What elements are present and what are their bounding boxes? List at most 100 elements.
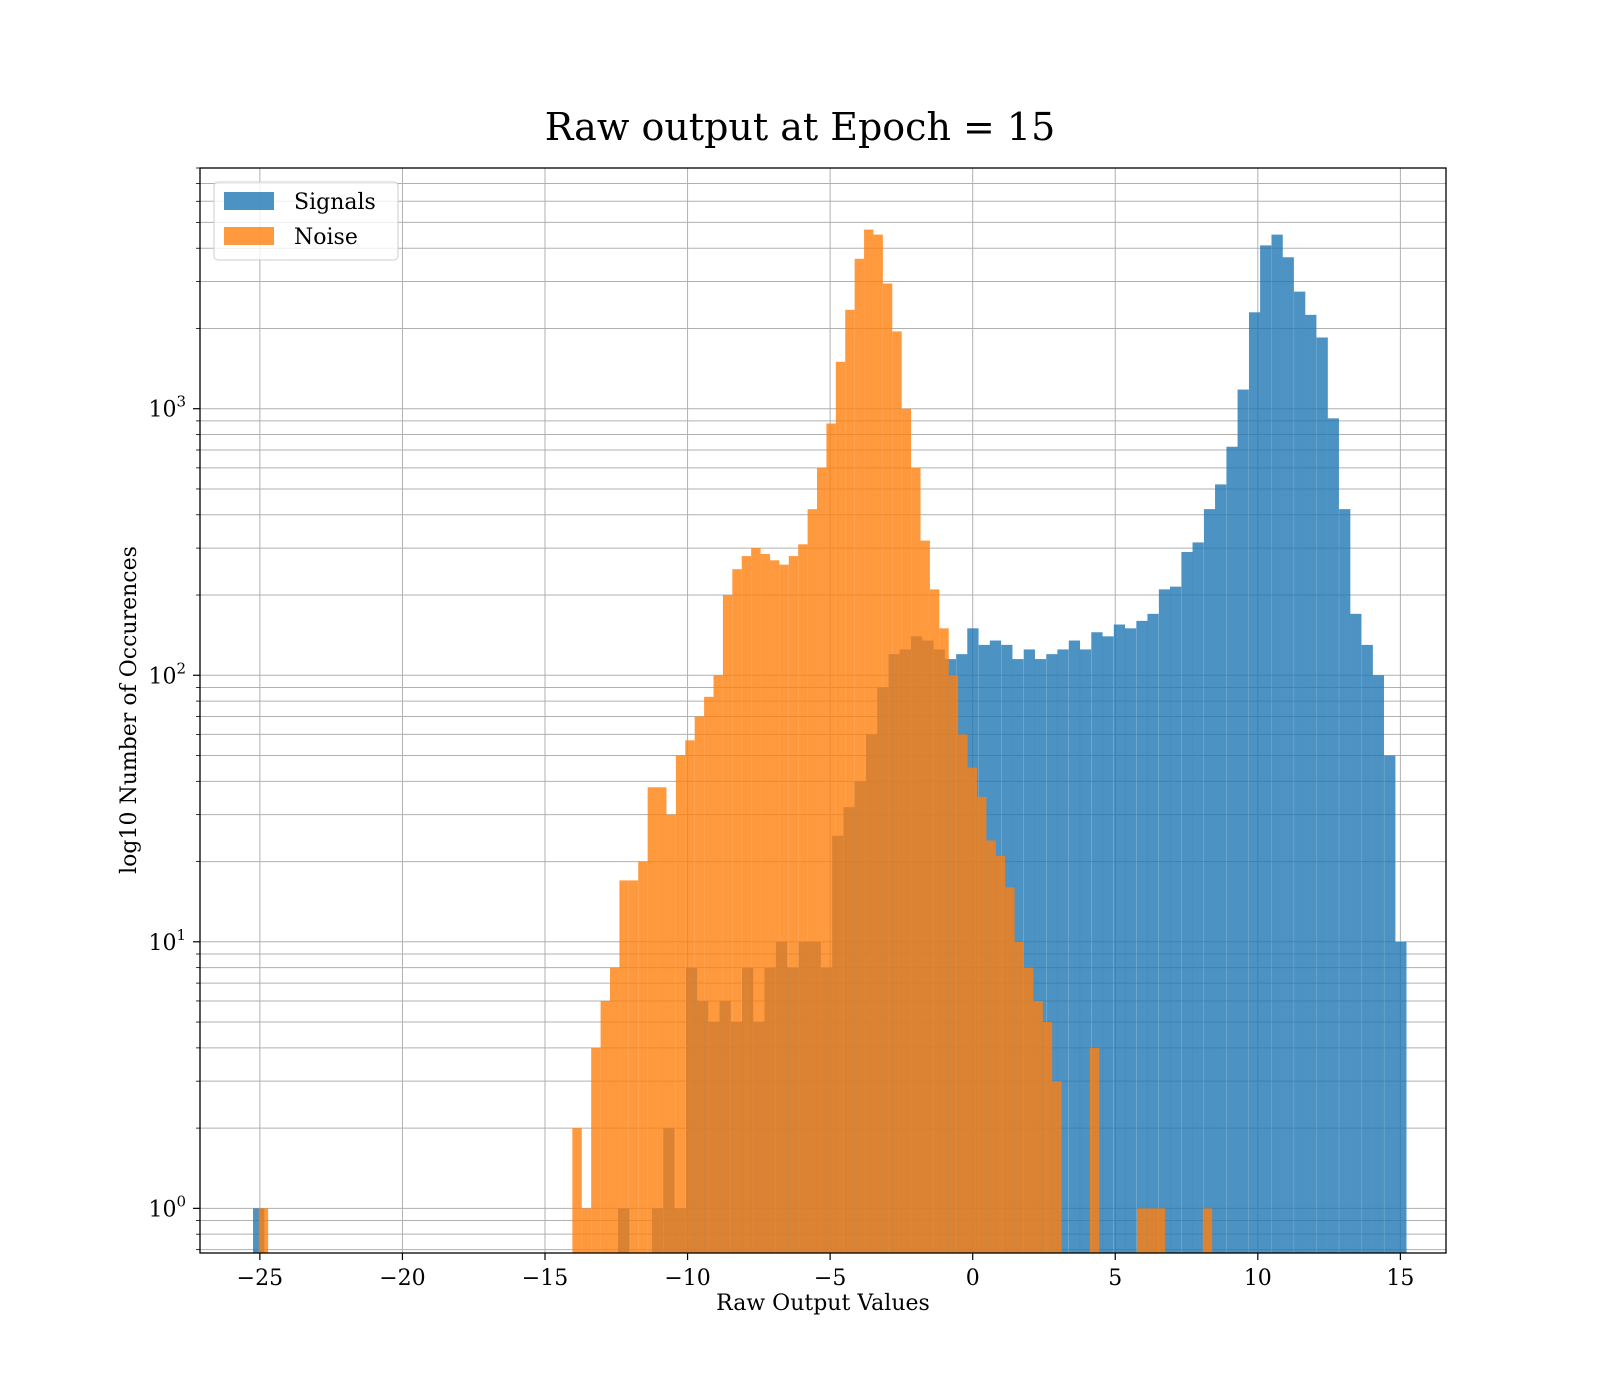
plot-area-frame [199,167,1447,1254]
bar-noise [1005,887,1015,1253]
bar-signals [1395,941,1407,1253]
bar-noise [258,1208,269,1253]
bar-noise [1014,941,1025,1253]
bar-noise [958,734,968,1253]
bar-noise [986,840,996,1253]
bar-signals [1282,257,1294,1253]
bar-signals [1226,446,1238,1253]
bar-noise [854,258,865,1253]
bar-signals [253,1208,265,1253]
y-tick-label: 102 [148,659,186,689]
bar-noise [845,309,855,1254]
series-noise [258,229,1213,1254]
bar-noise [657,787,667,1253]
bar-noise [967,767,977,1253]
bar-noise [864,229,874,1253]
bar-noise [610,967,620,1253]
bar-noise [901,408,912,1253]
y-tick-label: 100 [148,1192,186,1222]
bar-noise [939,628,949,1253]
bar-signals [1136,620,1148,1253]
bar-noise [779,564,789,1253]
y-tick-label: 103 [148,393,186,423]
bar-noise [751,548,761,1253]
bar-signals [1068,640,1081,1253]
bar-noise [995,855,1006,1253]
x-tick-label: −10 [664,1266,710,1291]
bar-noise [713,675,723,1253]
legend-label-noise: Noise [294,225,358,250]
bar-noise [882,283,893,1253]
bar-signals [1203,509,1216,1253]
bar-noise [1155,1208,1166,1253]
bar-noise [807,509,818,1253]
x-axis-label: Raw Output Values [716,1291,930,1316]
bar-noise [619,880,629,1253]
bar-noise [920,540,930,1253]
bar-noise [591,1047,601,1253]
bar-signals [1294,291,1306,1253]
bar-noise [1136,1208,1147,1253]
bar-noise [760,554,770,1253]
y-axis-ticks: 100 101 102 103 [148,167,200,1251]
bar-signals [1384,755,1396,1253]
legend-label-signals: Signals [294,190,376,215]
bar-noise [628,880,639,1253]
bar-noise [741,556,752,1253]
bar-noise [826,423,836,1253]
bar-noise [892,331,902,1253]
x-tick-label: 10 [1244,1266,1272,1291]
legend: Signals Noise [213,181,399,261]
bar-signals [1079,649,1092,1253]
bar-signals [1372,675,1384,1253]
x-tick-label: −15 [522,1266,568,1291]
bar-signals [1237,389,1249,1253]
bar-signals [1271,234,1283,1254]
bar-signals [1316,337,1328,1253]
bar-noise [1052,1081,1062,1253]
bar-noise [572,1128,582,1253]
bar-signals [1339,509,1351,1253]
bar-noise [1042,1022,1053,1253]
bar-noise [798,544,808,1253]
legend-swatch-signals [224,192,274,210]
bar-noise [600,1000,611,1253]
x-tick-label: 0 [966,1266,980,1291]
bar-signals [1158,589,1171,1253]
bar-noise [1024,967,1034,1253]
bar-noise [769,560,780,1253]
x-tick-label: −25 [237,1266,283,1291]
bar-noise [929,589,940,1253]
legend-swatch-noise [224,227,274,245]
bar-signals [1260,245,1272,1254]
bar-noise [976,796,987,1253]
bar-signals [1102,636,1114,1253]
bar-noise [1146,1208,1156,1253]
bars [253,229,1407,1254]
bar-signals [1169,586,1182,1253]
bar-signals [1057,649,1069,1253]
bar-signals [1023,649,1035,1253]
bar-noise [1202,1208,1213,1253]
bar-noise [666,814,676,1253]
bar-noise [817,467,827,1253]
x-tick-label: −20 [379,1266,425,1291]
bar-signals [1113,624,1126,1253]
bar-noise [694,716,705,1253]
bar-noise [675,755,686,1253]
bar-noise [722,595,733,1253]
bar-noise [1089,1047,1100,1253]
y-axis-label: log10 Number of Occurences [117,546,142,874]
bar-signals [1046,654,1058,1253]
x-tick-label: 15 [1386,1266,1414,1291]
bar-signals [1305,314,1317,1254]
bar-noise [1033,1000,1043,1253]
bar-signals [1124,628,1137,1253]
bar-signals [1034,659,1047,1253]
y-tick-label: 101 [148,926,186,956]
bar-noise [948,675,959,1253]
bar-noise [788,556,799,1253]
bar-signals [1215,484,1227,1253]
x-tick-label: −5 [814,1266,846,1291]
bar-noise [704,696,714,1253]
